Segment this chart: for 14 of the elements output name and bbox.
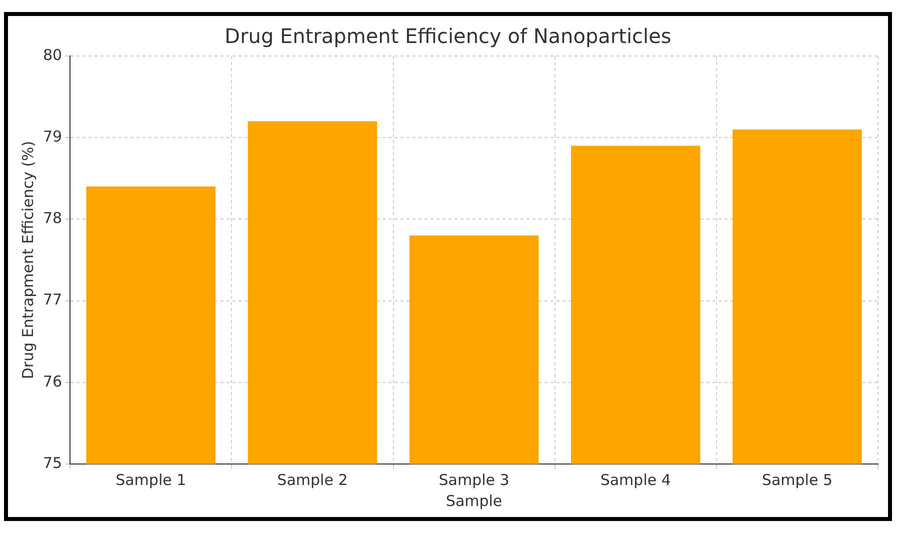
y-tick-label: 76 <box>42 372 62 390</box>
x-tick-label: Sample 4 <box>600 470 671 489</box>
x-tick-label: Sample 3 <box>438 470 510 489</box>
y-tick-label: 77 <box>42 290 62 309</box>
y-tick-label: 80 <box>42 46 62 64</box>
x-tick-label: Sample 1 <box>116 470 186 489</box>
x-axis-title: Sample <box>446 492 502 510</box>
x-tick-label: Sample 5 <box>762 470 832 489</box>
y-tick-label: 75 <box>42 454 62 472</box>
y-axis-title: Drug Entrapment Efficiency (%) <box>18 140 37 380</box>
y-tick-label: 78 <box>42 209 62 228</box>
x-tick-label: Sample 2 <box>277 470 348 489</box>
chart-title: Drug Entrapment Efficiency of Nanoparticles <box>224 24 672 48</box>
y-tick-label: 79 <box>42 127 62 146</box>
